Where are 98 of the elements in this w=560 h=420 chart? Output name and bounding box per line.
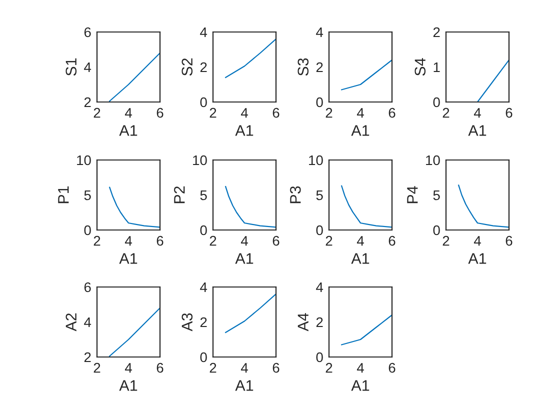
x-tick-label: 2 (94, 362, 100, 373)
x-tick-label: 6 (156, 236, 164, 246)
y-tick-label: 0 (433, 97, 440, 108)
x-tick-label: 4 (356, 108, 364, 118)
x-tick-label: 4 (356, 363, 364, 373)
x-tick-label: 6 (388, 236, 396, 246)
y-tick-label: 6 (84, 27, 91, 38)
y-tick-label: 4 (316, 282, 324, 292)
x-tick-label: 2 (94, 236, 100, 246)
y-tick-label: 0 (316, 97, 323, 108)
line-series (109, 307, 160, 357)
x-tick-label: 4 (240, 363, 248, 373)
x-tick-label: 4 (124, 236, 132, 246)
x-tick-label: 2 (326, 362, 332, 373)
x-axis-title: A1 (235, 253, 254, 264)
y-axis-title: S1 (66, 58, 77, 76)
y-axis-title: P3 (290, 186, 301, 204)
x-tick-label: 6 (272, 362, 280, 373)
x-tick-label: 6 (156, 108, 164, 118)
y-tick-label: 0 (433, 225, 440, 236)
x-axis-title: A1 (351, 380, 370, 391)
y-tick-label: 4 (84, 62, 92, 72)
y-axis-title: S2 (182, 58, 193, 76)
line-series (109, 52, 160, 102)
x-tick-label: 4 (474, 236, 481, 246)
x-axis-title: A1 (119, 253, 138, 264)
line-series (341, 314, 392, 346)
y-tick-label: 5 (200, 190, 207, 200)
line-series (225, 186, 276, 228)
y-axis-title: A2 (66, 313, 76, 332)
x-axis-title: A1 (468, 253, 486, 264)
y-tick-label: 2 (84, 97, 91, 108)
y-tick-label: 4 (200, 282, 208, 292)
y-tick-label: 5 (316, 190, 323, 200)
y-tick-label: 5 (84, 190, 91, 200)
y-tick-label: 0 (84, 225, 91, 236)
x-tick-label: 6 (272, 236, 280, 246)
y-tick-label: 2 (316, 62, 323, 72)
y-tick-label: 10 (77, 155, 91, 166)
y-axis-title: S3 (298, 58, 309, 76)
x-tick-label: 2 (326, 108, 332, 118)
x-tick-label: 2 (326, 236, 332, 246)
y-axis-title: A4 (298, 313, 308, 332)
x-tick-label: 6 (506, 236, 512, 246)
y-tick-label: 0 (200, 352, 207, 362)
y-tick-label: 10 (193, 155, 207, 166)
x-axis-title: A1 (119, 380, 138, 391)
y-tick-label: 0 (316, 352, 323, 362)
x-tick-label: 2 (442, 108, 450, 118)
y-tick-label: 6 (84, 282, 91, 292)
x-tick-label: 4 (240, 236, 248, 246)
line-series (341, 59, 392, 90)
y-tick-label: 2 (200, 317, 207, 328)
x-tick-label: 4 (356, 236, 364, 246)
y-tick-label: 2 (316, 317, 323, 328)
line-series (458, 184, 509, 228)
x-axis-title: A1 (468, 125, 486, 136)
y-tick-label: 10 (426, 155, 440, 166)
x-tick-label: 4 (124, 108, 132, 118)
x-axis-title: A1 (351, 125, 370, 136)
y-axis-title: P1 (58, 186, 69, 204)
y-tick-label: 4 (84, 317, 92, 328)
x-axis-title: A1 (351, 253, 370, 264)
y-tick-label: 4 (200, 27, 208, 38)
x-tick-label: 4 (124, 363, 132, 373)
x-tick-label: 2 (210, 362, 216, 373)
y-axis-title: A3 (182, 313, 193, 332)
y-axis-title: S4 (414, 58, 426, 76)
y-tick-label: 4 (316, 27, 324, 38)
line-series (225, 38, 276, 78)
y-tick-label: 5 (433, 190, 440, 200)
x-tick-label: 2 (94, 108, 100, 118)
line-series (341, 185, 392, 228)
x-tick-label: 2 (210, 236, 216, 246)
y-axis-title: P2 (174, 186, 185, 204)
x-axis-title: A1 (235, 380, 254, 391)
x-axis-title: A1 (235, 125, 254, 136)
y-tick-label: 2 (433, 27, 440, 38)
y-tick-label: 10 (309, 155, 323, 166)
y-tick-label: 0 (316, 225, 323, 236)
x-tick-label: 6 (156, 362, 164, 373)
x-tick-label: 2 (210, 108, 216, 118)
y-tick-label: 0 (200, 97, 207, 108)
x-tick-label: 6 (506, 108, 512, 118)
y-tick-label: 1 (434, 62, 440, 72)
x-tick-label: 6 (388, 108, 396, 118)
y-axis-title: P4 (407, 186, 418, 204)
line-series (225, 293, 276, 334)
line-series (109, 186, 160, 228)
y-tick-label: 2 (200, 62, 207, 72)
y-tick-label: 0 (200, 225, 207, 236)
x-tick-label: 4 (240, 108, 248, 118)
x-tick-label: 4 (474, 108, 481, 118)
y-tick-label: 2 (84, 352, 91, 362)
x-tick-label: 6 (272, 108, 280, 118)
x-axis-title: A1 (119, 125, 138, 136)
x-tick-label: 6 (388, 362, 396, 373)
x-tick-label: 2 (442, 236, 450, 246)
